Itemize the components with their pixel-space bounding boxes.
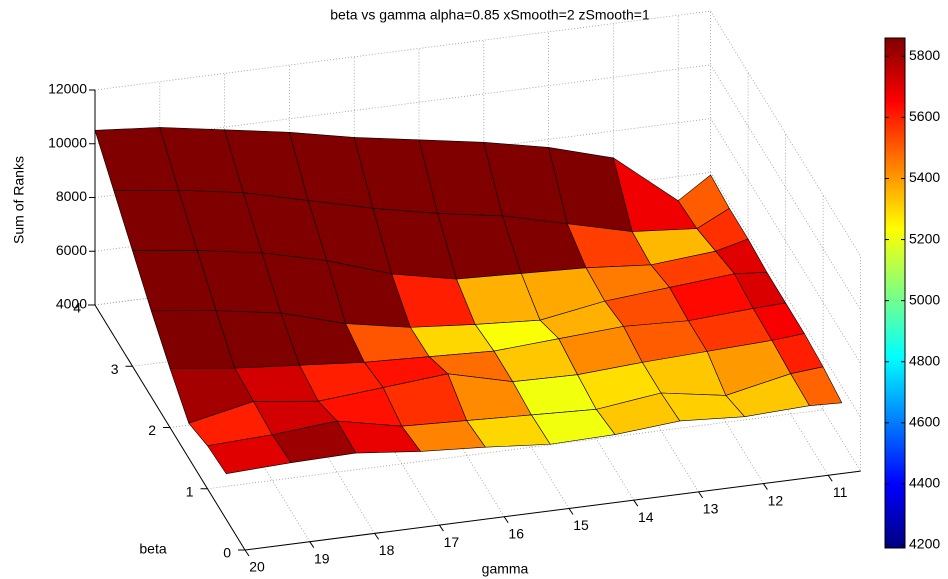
z-tick-label: 4000 <box>56 296 87 312</box>
z-tick-label: 6000 <box>56 242 87 258</box>
tick-mark <box>438 524 444 532</box>
tick-mark <box>698 491 704 499</box>
x-tick-label: 12 <box>768 492 784 508</box>
grid-line <box>94 10 711 91</box>
tick-mark <box>762 483 768 490</box>
tick-mark <box>568 508 574 515</box>
x-tick-label: 16 <box>508 525 524 541</box>
colorbar-tick-label: 5000 <box>909 291 940 307</box>
colorbar <box>884 37 906 549</box>
x-axis-label: gamma <box>482 561 529 577</box>
colorbar-tick-label: 5800 <box>909 47 940 63</box>
colorbar-tick-label: 4400 <box>909 475 940 491</box>
surface-patch <box>790 366 843 406</box>
colorbar-tick-label: 4200 <box>909 536 940 552</box>
tick-mark <box>633 499 639 507</box>
y-tick-label: 1 <box>186 483 194 499</box>
colorbar-tick-label: 4800 <box>909 352 940 368</box>
tick-mark <box>244 549 250 557</box>
colorbar-tick-label: 4600 <box>909 413 940 429</box>
z-tick-label: 12000 <box>48 81 87 97</box>
tick-mark <box>309 541 315 548</box>
x-tick-label: 15 <box>573 517 589 533</box>
y-tick-label: 0 <box>223 545 231 561</box>
colorbar-tick-label: 5400 <box>909 169 940 185</box>
y-axis-label: beta <box>139 541 166 557</box>
y-tick-label: 3 <box>111 361 119 377</box>
colorbar-tick-label: 5600 <box>909 108 940 124</box>
z-tick-label: 8000 <box>56 188 87 204</box>
x-tick-label: 18 <box>379 542 395 558</box>
colorbar-tick-label: 5200 <box>909 230 940 246</box>
x-tick-label: 17 <box>444 534 460 550</box>
tick-mark <box>374 533 380 540</box>
y-tick-label: 2 <box>148 422 156 438</box>
x-tick-label: 11 <box>833 484 848 500</box>
x-tick-label: 20 <box>249 559 265 575</box>
z-axis-label: Sum of Ranks <box>11 156 27 244</box>
x-tick-label: 14 <box>638 509 654 525</box>
chart-title: beta vs gamma alpha=0.85 xSmooth=2 zSmoo… <box>330 7 650 23</box>
z-tick-label: 10000 <box>48 134 87 150</box>
x-tick-label: 19 <box>314 550 330 566</box>
x-tick-label: 13 <box>703 501 719 517</box>
y-tick-label: 4 <box>73 300 81 316</box>
tick-mark <box>827 474 833 482</box>
tick-mark <box>503 516 509 524</box>
axis-line <box>244 470 861 551</box>
